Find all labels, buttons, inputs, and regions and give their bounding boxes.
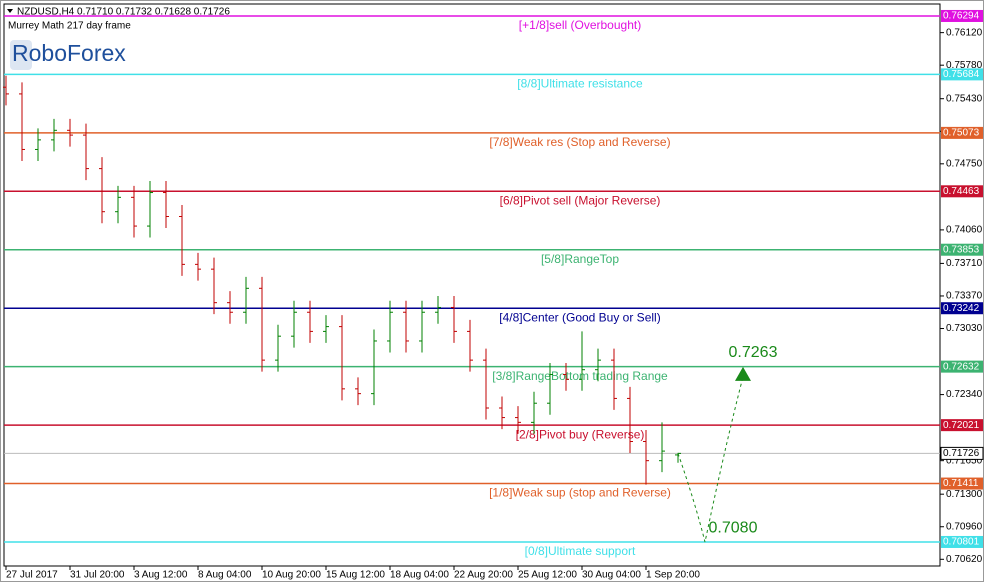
- level-price-box: [941, 535, 983, 548]
- x-tick-label: 31 Jul 20:00: [70, 570, 125, 581]
- x-tick-label: 8 Aug 04:00: [198, 570, 252, 581]
- level-price-box: [941, 477, 983, 490]
- current-price-box: [940, 446, 984, 460]
- y-tick-label: 0.71650: [946, 455, 983, 466]
- y-tick-label: 0.74750: [946, 158, 983, 169]
- level-label: [7/8]Weak res (Stop and Reverse): [489, 135, 670, 149]
- level-price-label: 0.72632: [943, 361, 980, 372]
- y-tick-label: 0.72340: [946, 389, 983, 400]
- level-label: [3/8]RangeBottom trading Range: [492, 369, 668, 383]
- x-tick-label: 22 Aug 20:00: [454, 570, 513, 581]
- level-price-box: [941, 302, 983, 315]
- x-tick-label: 3 Aug 12:00: [134, 570, 188, 581]
- x-tick-label: 30 Aug 04:00: [582, 570, 641, 581]
- level-price-label: 0.75684: [943, 69, 980, 80]
- y-tick-label: 0.76120: [946, 27, 983, 38]
- x-tick-label: 1 Sep 20:00: [646, 570, 700, 581]
- y-tick-label: 0.73710: [946, 258, 983, 269]
- brand: RoboForex: [12, 40, 126, 66]
- level-price-box: [941, 419, 983, 432]
- y-tick-label: 0.75430: [946, 93, 983, 104]
- y-tick-label: 0.73030: [946, 323, 983, 334]
- level-label: [+1/8]sell (Overbought): [519, 18, 641, 32]
- y-tick-label: 0.75780: [946, 60, 983, 71]
- y-tick-label: 0.70620: [946, 554, 983, 565]
- y-tick-label: 0.70960: [946, 521, 983, 532]
- y-tick-label: 0.73370: [946, 291, 983, 302]
- level-price-box: [941, 185, 983, 198]
- level-label: [1/8]Weak sup (stop and Reverse): [489, 486, 671, 500]
- level-price-box: [941, 243, 983, 256]
- level-label: [6/8]Pivot sell (Major Reverse): [500, 193, 661, 207]
- level-price-label: 0.75073: [943, 128, 980, 139]
- level-label: [8/8]Ultimate resistance: [517, 77, 643, 91]
- menu-arrow: [7, 9, 13, 13]
- level-price-label: 0.70801: [943, 537, 980, 548]
- header: NZDUSD,H4 0.71710 0.71732 0.71628 0.7172…: [17, 7, 230, 18]
- level-price-box: [941, 68, 983, 81]
- level-price-label: 0.74463: [943, 186, 980, 197]
- level-price-box: [941, 9, 983, 22]
- x-tick-label: 15 Aug 12:00: [326, 570, 385, 581]
- y-tick-label: 0.74060: [946, 225, 983, 236]
- level-label: [2/8]Pivot buy (Reverse): [516, 427, 645, 441]
- forecast-label: 0.7080: [709, 519, 758, 536]
- x-tick-label: 25 Aug 12:00: [518, 570, 577, 581]
- level-price-label: 0.72021: [943, 420, 980, 431]
- logo-mark: [10, 40, 32, 70]
- level-price-box: [941, 360, 983, 373]
- level-price-label: 0.76294: [943, 11, 980, 22]
- level-label: [5/8]RangeTop: [541, 252, 619, 266]
- subtitle: Murrey Math 217 day frame: [8, 21, 131, 32]
- forecast-arrow: [735, 366, 751, 381]
- forecast-label: 0.7263: [729, 344, 778, 361]
- y-tick-label: 0.71300: [946, 489, 983, 500]
- level-price-label: 0.73853: [943, 244, 980, 255]
- level-price-label: 0.73242: [943, 303, 980, 314]
- level-label: [0/8]Ultimate support: [525, 544, 636, 558]
- x-tick-label: 18 Aug 04:00: [390, 570, 449, 581]
- plot-area: [3, 3, 941, 567]
- level-price-box: [941, 126, 983, 139]
- current-price-label: 0.71726: [943, 448, 980, 459]
- x-tick-label: 27 Jul 2017: [6, 570, 58, 581]
- x-tick-label: 10 Aug 20:00: [262, 570, 321, 581]
- level-label: [4/8]Center (Good Buy or Sell): [499, 310, 660, 324]
- level-price-label: 0.71411: [943, 478, 979, 489]
- forecast-path: [677, 376, 744, 543]
